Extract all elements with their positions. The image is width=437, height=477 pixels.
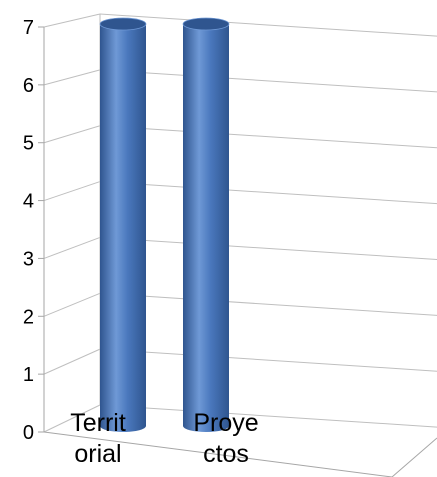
- bar-body: [100, 24, 146, 432]
- gridline-back: [99, 125, 437, 149]
- y-tick-label: 4: [23, 191, 34, 213]
- y-tick-label: 1: [23, 364, 34, 386]
- gridline-side: [43, 292, 101, 317]
- gridlines: [43, 13, 437, 433]
- gridline-back: [99, 404, 437, 428]
- x-category-label: orial: [74, 440, 121, 468]
- y-tick-label: 7: [23, 17, 34, 39]
- gridline-back: [99, 69, 437, 93]
- y-tick-label: 3: [23, 248, 34, 270]
- x-category-label: ctos: [203, 440, 249, 468]
- y-tick-label: 6: [23, 75, 34, 97]
- y-tick-label: 5: [23, 133, 34, 155]
- gridline-back: [99, 292, 437, 316]
- gridline-side: [43, 69, 101, 86]
- gridline-side: [43, 125, 101, 144]
- gridline-back: [99, 181, 437, 205]
- floor-front-edge: [43, 431, 393, 477]
- gridline-back: [99, 236, 437, 261]
- gridline-side: [43, 348, 101, 375]
- bar-proyectos: [182, 17, 230, 432]
- axes: [38, 14, 437, 477]
- y-tick-label: 0: [23, 422, 34, 444]
- x-category-label: Territ: [70, 409, 126, 437]
- gridline-back: [99, 348, 437, 372]
- bars: [99, 17, 230, 432]
- bar-top-cap: [182, 17, 230, 31]
- y-tick-label: 2: [23, 306, 34, 328]
- bar-territorial: [99, 17, 147, 432]
- gridline-side: [43, 13, 101, 28]
- bar-top-cap: [99, 17, 147, 31]
- gridline-side: [43, 236, 101, 259]
- gridline-back: [99, 13, 437, 37]
- gridline-side: [43, 404, 101, 433]
- x-category-label: Proye: [193, 409, 258, 437]
- floor-right-edge: [391, 437, 437, 477]
- y-axis-tick-labels: 0 1 2 3 4 5 6 7: [23, 17, 34, 444]
- bar-body: [183, 24, 229, 432]
- category-labels: Territ orial Proye ctos: [70, 409, 258, 468]
- gridline-side: [43, 181, 101, 202]
